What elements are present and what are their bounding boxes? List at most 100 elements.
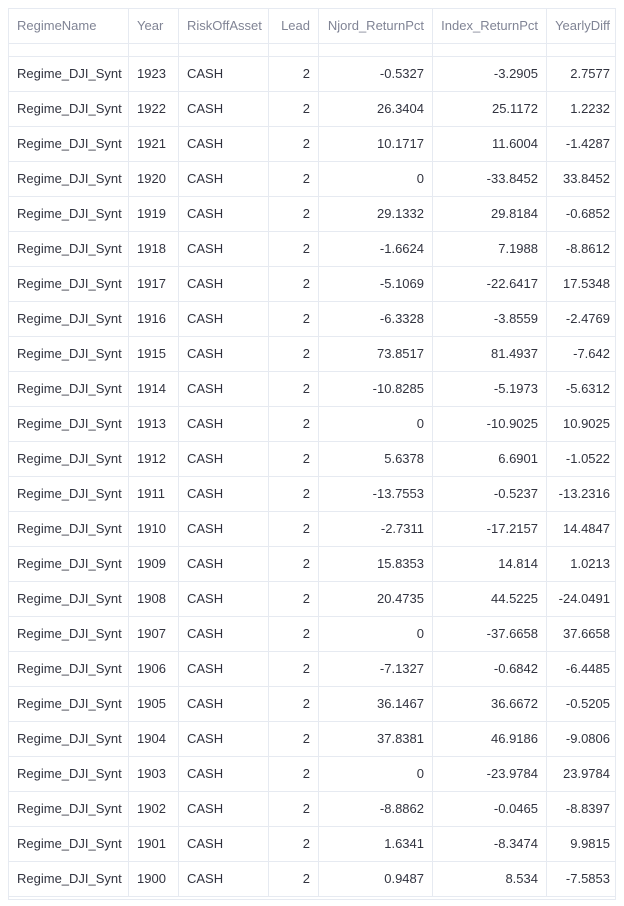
cell: 5.6378 bbox=[319, 442, 433, 476]
cell: 1910 bbox=[129, 512, 179, 546]
cell: CASH bbox=[179, 862, 269, 896]
table-row: Regime_DJI_Synt 1921 CASH 2 10.1717 11.6004 -1… bbox=[9, 127, 615, 162]
cell: -13.7553 bbox=[319, 477, 433, 511]
header-row: RegimeName Year RiskOffAsset Lead Njord_Retu… bbox=[9, 9, 615, 44]
cell: -6.3328 bbox=[319, 302, 433, 336]
cell: CASH bbox=[179, 687, 269, 721]
cell: 2 bbox=[269, 162, 319, 196]
cell: 1906 bbox=[129, 652, 179, 686]
cell: CASH bbox=[179, 337, 269, 371]
cell: Regime_DJI_Synt bbox=[9, 792, 129, 826]
cell: -1.0522 bbox=[547, 442, 615, 476]
cell bbox=[179, 43, 269, 56]
cell: 10.9025 bbox=[547, 407, 615, 441]
cell: 0 bbox=[319, 617, 433, 651]
cell: -3.8559 bbox=[433, 302, 547, 336]
cell: 81.4937 bbox=[433, 337, 547, 371]
cell: 2 bbox=[269, 757, 319, 791]
cell: 1923 bbox=[129, 57, 179, 91]
table-row: Regime_DJI_Synt 1923 CASH 2 -0.5327 -3.2905 2.… bbox=[9, 57, 615, 92]
cell: CASH bbox=[179, 477, 269, 511]
cell: CASH bbox=[179, 302, 269, 336]
cell: 36.6672 bbox=[433, 687, 547, 721]
cell: 73.8517 bbox=[319, 337, 433, 371]
cell: CASH bbox=[179, 267, 269, 301]
table-row: Regime_DJI_Synt 1920 CASH 2 0 -33.8452 33.8452 bbox=[9, 162, 615, 197]
column-header[interactable]: RegimeName bbox=[9, 9, 129, 43]
cell: 2 bbox=[269, 442, 319, 476]
cell: 1900 bbox=[129, 862, 179, 896]
cell: 2 bbox=[269, 792, 319, 826]
cell: 37.8381 bbox=[319, 722, 433, 756]
cell: -13.2316 bbox=[547, 477, 615, 511]
cell: 15.8353 bbox=[319, 547, 433, 581]
cell: 2 bbox=[269, 827, 319, 861]
cell: -0.5205 bbox=[547, 687, 615, 721]
table-row: Regime_DJI_Synt 1902 CASH 2 -8.8862 -0.0465 -8… bbox=[9, 792, 615, 827]
cell: 2 bbox=[269, 582, 319, 616]
column-header[interactable]: Index_ReturnPct bbox=[433, 9, 547, 43]
cell: CASH bbox=[179, 162, 269, 196]
cell: 1920 bbox=[129, 162, 179, 196]
table-row: Regime_DJI_Synt 1912 CASH 2 5.6378 6.6901 -1.0… bbox=[9, 442, 615, 477]
column-header[interactable]: YearlyDiff bbox=[547, 9, 615, 43]
cell: 2 bbox=[269, 407, 319, 441]
cell: 2 bbox=[269, 337, 319, 371]
cell: 1918 bbox=[129, 232, 179, 266]
cell: 0 bbox=[319, 407, 433, 441]
cell: 23.9784 bbox=[547, 757, 615, 791]
cell: 6.6901 bbox=[433, 442, 547, 476]
cell: 8.534 bbox=[433, 862, 547, 896]
table-row: Regime_DJI_Synt 1917 CASH 2 -5.1069 -22.6417 1… bbox=[9, 267, 615, 302]
cell: 29.8184 bbox=[433, 197, 547, 231]
table-row: Regime_DJI_Synt 1906 CASH 2 -7.1327 -0.6842 -6… bbox=[9, 652, 615, 687]
cell: 36.1467 bbox=[319, 687, 433, 721]
cell bbox=[319, 43, 433, 56]
column-header[interactable]: Year bbox=[129, 9, 179, 43]
column-header[interactable]: Njord_ReturnPct bbox=[319, 9, 433, 43]
column-header[interactable]: RiskOffAsset bbox=[179, 9, 269, 43]
cell: Regime_DJI_Synt bbox=[9, 582, 129, 616]
cell bbox=[129, 43, 179, 56]
table-row: Regime_DJI_Synt 1903 CASH 2 0 -23.9784 23.9784 bbox=[9, 757, 615, 792]
cell: CASH bbox=[179, 197, 269, 231]
cell: Regime_DJI_Synt bbox=[9, 722, 129, 756]
cell: 2 bbox=[269, 862, 319, 896]
cell: 2 bbox=[269, 512, 319, 546]
cell: 17.5348 bbox=[547, 267, 615, 301]
cell: 2 bbox=[269, 687, 319, 721]
cell: Regime_DJI_Synt bbox=[9, 302, 129, 336]
cell: -17.2157 bbox=[433, 512, 547, 546]
cell: 1917 bbox=[129, 267, 179, 301]
cell: 14.814 bbox=[433, 547, 547, 581]
cell: Regime_DJI_Synt bbox=[9, 442, 129, 476]
cell: CASH bbox=[179, 372, 269, 406]
cell: -8.8397 bbox=[547, 792, 615, 826]
cell: Regime_DJI_Synt bbox=[9, 547, 129, 581]
table-row: Regime_DJI_Synt 1915 CASH 2 73.8517 81.4937 -7… bbox=[9, 337, 615, 372]
cell: 1904 bbox=[129, 722, 179, 756]
cell: -7.642 bbox=[547, 337, 615, 371]
cell: Regime_DJI_Synt bbox=[9, 617, 129, 651]
cell: 1911 bbox=[129, 477, 179, 511]
cell: 1913 bbox=[129, 407, 179, 441]
cell: 1.0213 bbox=[547, 547, 615, 581]
data-table[interactable]: RegimeName Year RiskOffAsset Lead Njord_Retu… bbox=[8, 8, 616, 900]
cell: 14.4847 bbox=[547, 512, 615, 546]
cell: 1.2232 bbox=[547, 92, 615, 126]
cell: 1901 bbox=[129, 827, 179, 861]
cell: CASH bbox=[179, 722, 269, 756]
column-header[interactable]: Lead bbox=[269, 9, 319, 43]
cell: Regime_DJI_Synt bbox=[9, 337, 129, 371]
table-row: Regime_DJI_Synt 1907 CASH 2 0 -37.6658 37.6658 bbox=[9, 617, 615, 652]
cell: -33.8452 bbox=[433, 162, 547, 196]
cell: 10.1717 bbox=[319, 127, 433, 161]
cell: -1.4287 bbox=[547, 127, 615, 161]
cell: -2.7311 bbox=[319, 512, 433, 546]
table-row: Regime_DJI_Synt 1914 CASH 2 -10.8285 -5.1973-… bbox=[9, 372, 615, 407]
cell: -0.5327 bbox=[319, 57, 433, 91]
cell: 1912 bbox=[129, 442, 179, 476]
cell: 2 bbox=[269, 267, 319, 301]
cell: Regime_DJI_Synt bbox=[9, 862, 129, 896]
cell: 1908 bbox=[129, 582, 179, 616]
